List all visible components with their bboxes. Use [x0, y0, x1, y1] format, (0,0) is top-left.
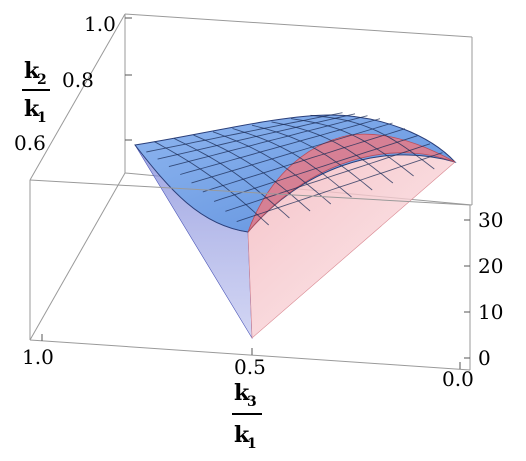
surface-solid	[134, 112, 457, 340]
box-edge	[29, 339, 471, 371]
z-tick-label: 20	[478, 254, 503, 278]
x-tick-label: 0.0	[442, 367, 474, 391]
z-tick-label: 30	[478, 208, 503, 232]
mesh-line	[271, 121, 394, 184]
x-tick-label: 1.0	[22, 345, 54, 369]
x-axis-denominator: k	[234, 422, 250, 448]
y-axis-numerator-sub: 2	[37, 72, 47, 88]
x-tick-label: 0.5	[234, 355, 266, 379]
mesh-line	[290, 118, 414, 177]
y-axis-denominator-sub: 1	[37, 110, 47, 126]
mesh-line	[213, 135, 418, 202]
y-tick-label: 0.8	[62, 68, 94, 92]
x-axis-numerator-sub: 3	[247, 394, 257, 410]
mesh-line	[191, 122, 393, 184]
surface-mesh	[146, 112, 443, 226]
y-axis-numerator: k	[24, 58, 40, 84]
y-axis-denominator: k	[24, 96, 40, 122]
box-edge	[124, 13, 473, 38]
box-edge	[29, 172, 126, 341]
y-tick-label: 0.6	[14, 131, 46, 155]
y-axis-label: k 2 k 1	[22, 58, 50, 126]
box-edge	[29, 13, 126, 181]
y-tick-label: 1.0	[84, 12, 116, 36]
z-tick-label: 0	[478, 346, 491, 370]
mesh-line	[236, 152, 443, 223]
z-tick-label: 10	[478, 300, 503, 324]
x-axis-numerator: k	[234, 380, 250, 406]
plot-box-front	[29, 179, 471, 371]
x-axis-denominator-sub: 1	[247, 436, 257, 452]
mesh-line	[310, 114, 435, 170]
mesh-line	[202, 128, 406, 193]
mesh-line	[251, 124, 373, 191]
box-edge	[29, 179, 471, 206]
x-axis-label: k 3 k 1	[232, 380, 262, 452]
tick-marks	[41, 17, 470, 369]
mesh-line	[225, 143, 431, 212]
